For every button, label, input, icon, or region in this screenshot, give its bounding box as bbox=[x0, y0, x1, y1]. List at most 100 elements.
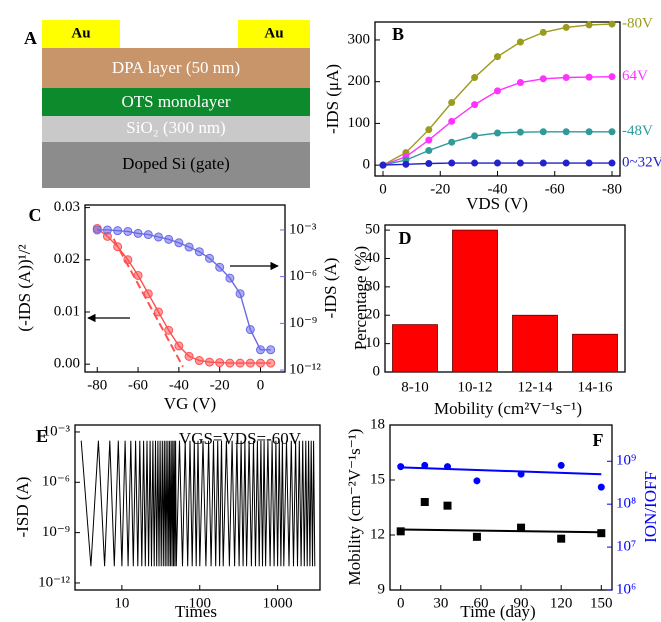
marker bbox=[194, 247, 204, 257]
x-tick-label: 60 bbox=[473, 595, 488, 611]
marker bbox=[113, 242, 123, 252]
y-tick-label: 0.02 bbox=[54, 251, 80, 267]
y2-tick-label: 10⁻³ bbox=[289, 221, 317, 237]
plot-frame bbox=[384, 224, 626, 373]
marker bbox=[102, 225, 112, 235]
marker bbox=[174, 341, 184, 351]
y-tick-label: 0.03 bbox=[54, 199, 80, 215]
x-tick-label: 0 bbox=[379, 181, 387, 197]
electrode-label: Au bbox=[71, 25, 90, 41]
y-tick-label: 100 bbox=[348, 115, 371, 131]
x-tick-label: 120 bbox=[550, 595, 573, 611]
x-tick-label: 150 bbox=[590, 595, 613, 611]
marker bbox=[597, 529, 606, 538]
marker bbox=[471, 159, 479, 167]
marker bbox=[585, 73, 593, 81]
electrode bbox=[238, 20, 310, 48]
marker bbox=[133, 228, 143, 238]
marker bbox=[425, 126, 433, 134]
marker bbox=[516, 79, 524, 87]
plot-frame bbox=[389, 424, 613, 591]
marker bbox=[562, 23, 570, 31]
bar bbox=[512, 314, 558, 373]
marker bbox=[539, 75, 547, 83]
marker bbox=[585, 128, 593, 136]
y2-axis-label: -IDS (A) bbox=[321, 258, 340, 319]
marker bbox=[517, 523, 526, 532]
marker bbox=[225, 273, 235, 283]
marker bbox=[516, 128, 524, 136]
y-tick-label: 0.01 bbox=[54, 303, 80, 319]
panel-label: C bbox=[29, 205, 42, 225]
x-tick-label: -20 bbox=[210, 377, 230, 393]
electrode-label: Au bbox=[264, 25, 283, 41]
y-tick-label: 300 bbox=[348, 31, 371, 47]
annotation: VGS=VDS=-60V bbox=[179, 429, 302, 448]
marker bbox=[153, 232, 163, 242]
marker bbox=[585, 159, 593, 167]
marker bbox=[92, 225, 102, 235]
marker bbox=[194, 356, 204, 366]
marker bbox=[448, 138, 456, 146]
marker bbox=[215, 262, 225, 272]
y-tick-label: 40 bbox=[365, 250, 380, 266]
marker bbox=[562, 74, 570, 82]
marker bbox=[448, 159, 456, 167]
marker bbox=[396, 527, 405, 536]
marker bbox=[402, 160, 410, 168]
x-axis-label: Mobility (cm²V⁻¹s⁻¹) bbox=[434, 399, 582, 418]
marker bbox=[425, 147, 433, 155]
marker bbox=[562, 159, 570, 167]
series-line bbox=[97, 229, 271, 351]
x-tick-label: 0 bbox=[397, 595, 405, 611]
marker bbox=[562, 128, 570, 136]
marker bbox=[516, 38, 524, 46]
x-tick-label: 1000 bbox=[263, 595, 293, 611]
x-tick-label: 0 bbox=[257, 377, 265, 393]
y-tick-label: 9 bbox=[378, 581, 386, 597]
marker bbox=[425, 136, 433, 144]
bar bbox=[392, 324, 438, 373]
marker bbox=[123, 255, 133, 265]
x-axis-label: VDS (V) bbox=[466, 194, 528, 213]
marker bbox=[215, 358, 225, 368]
x-tick-label: 12-14 bbox=[518, 379, 553, 395]
marker bbox=[204, 253, 214, 263]
x-tick-label: 90 bbox=[514, 595, 529, 611]
marker bbox=[184, 351, 194, 361]
marker bbox=[421, 461, 429, 469]
marker bbox=[443, 501, 452, 510]
series-label: 64V bbox=[622, 68, 648, 84]
panel-a: A Au Au DPA layer (50 nm) OTS monolayer … bbox=[24, 20, 310, 188]
x-tick-label: -40 bbox=[488, 181, 508, 197]
series-label: -80V bbox=[622, 16, 653, 32]
marker bbox=[585, 21, 593, 29]
bar bbox=[452, 229, 498, 373]
x-axis-label: Times bbox=[175, 602, 217, 621]
layer-label: OTS monolayer bbox=[121, 92, 230, 111]
marker bbox=[608, 159, 616, 167]
marker bbox=[164, 234, 174, 244]
marker bbox=[266, 358, 276, 368]
x-tick-label: 8-10 bbox=[401, 379, 429, 395]
series-line bbox=[96, 227, 271, 364]
x-tick-label: -40 bbox=[169, 377, 189, 393]
panel-label: F bbox=[593, 430, 604, 450]
x-tick-label: 30 bbox=[433, 595, 448, 611]
layer bbox=[42, 116, 310, 142]
x-axis-label: VG (V) bbox=[164, 394, 216, 413]
y-tick-label: 0 bbox=[363, 157, 371, 173]
marker bbox=[448, 117, 456, 125]
y-tick-label: 0.00 bbox=[54, 356, 80, 372]
marker bbox=[397, 463, 405, 471]
y2-tick-label: 10⁻⁶ bbox=[289, 268, 317, 284]
panel-label: A bbox=[24, 28, 37, 48]
marker bbox=[471, 74, 479, 82]
y-tick-label: 10⁻⁶ bbox=[42, 474, 70, 490]
electrode bbox=[42, 20, 120, 48]
marker bbox=[420, 498, 429, 506]
x-tick-label: -80 bbox=[602, 181, 622, 197]
series-line bbox=[80, 440, 316, 567]
y-axis-label: -IDS (μA) bbox=[323, 64, 342, 134]
